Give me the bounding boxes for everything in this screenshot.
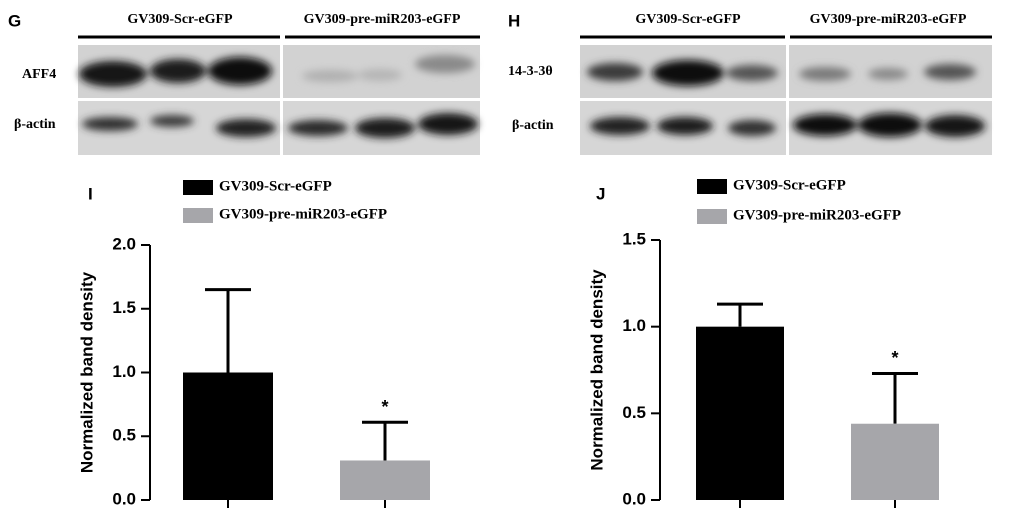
y-axis-label: Normalized band density — [587, 269, 606, 471]
divider — [786, 45, 789, 155]
legend-label: GV309-pre-miR203-eGFP — [733, 207, 901, 223]
y-tick-label: 1.5 — [112, 298, 136, 317]
blot-strip — [78, 101, 480, 155]
legend-swatch — [697, 209, 727, 224]
group-label: GV309-Scr-eGFP — [127, 12, 233, 27]
annotation: * — [381, 397, 388, 417]
bar — [696, 326, 784, 500]
legend-swatch — [183, 180, 213, 195]
y-tick-label: 0.0 — [112, 489, 136, 508]
bands — [79, 55, 478, 138]
y-tick-label: 0.0 — [622, 489, 646, 508]
group-label: GV309-Scr-eGFP — [635, 12, 741, 27]
y-axis-label: Normalized band density — [77, 271, 96, 473]
y-tick-label: 1.5 — [622, 229, 646, 248]
legend-swatch — [183, 208, 213, 223]
row-label: β-actin — [512, 118, 554, 133]
bar — [340, 460, 430, 500]
panel-label: I — [88, 184, 93, 203]
annotation: * — [891, 348, 898, 368]
bands — [587, 60, 985, 137]
row-label: AFF4 — [22, 67, 56, 82]
y-tick-label: 1.0 — [112, 362, 136, 381]
panel-label: H — [508, 11, 520, 30]
legend-label: GV309-Scr-eGFP — [219, 178, 332, 194]
row-label: β-actin — [14, 117, 56, 132]
row-label: 14-3-3θ — [508, 64, 553, 79]
legend-swatch — [697, 179, 727, 194]
bar — [851, 423, 939, 500]
blot-g: G GV309-Scr-eGFP GV309-pre-miR203-eGFP A… — [8, 11, 480, 155]
group-label: GV309-pre-miR203-eGFP — [304, 12, 461, 27]
group-label: GV309-pre-miR203-eGFP — [810, 12, 967, 27]
legend-label: GV309-pre-miR203-eGFP — [219, 206, 387, 222]
y-tick-label: 0.5 — [112, 426, 136, 445]
panel-label: G — [8, 11, 21, 30]
blot-h: H GV309-Scr-eGFP GV309-pre-miR203-eGFP 1… — [508, 11, 992, 155]
y-tick-label: 1.0 — [622, 316, 646, 335]
bar — [183, 372, 273, 500]
divider — [280, 45, 283, 155]
panel-label: J — [596, 184, 605, 203]
y-tick-label: 2.0 — [112, 234, 136, 253]
legend-label: GV309-Scr-eGFP — [733, 177, 846, 193]
y-tick-label: 0.5 — [622, 403, 646, 422]
